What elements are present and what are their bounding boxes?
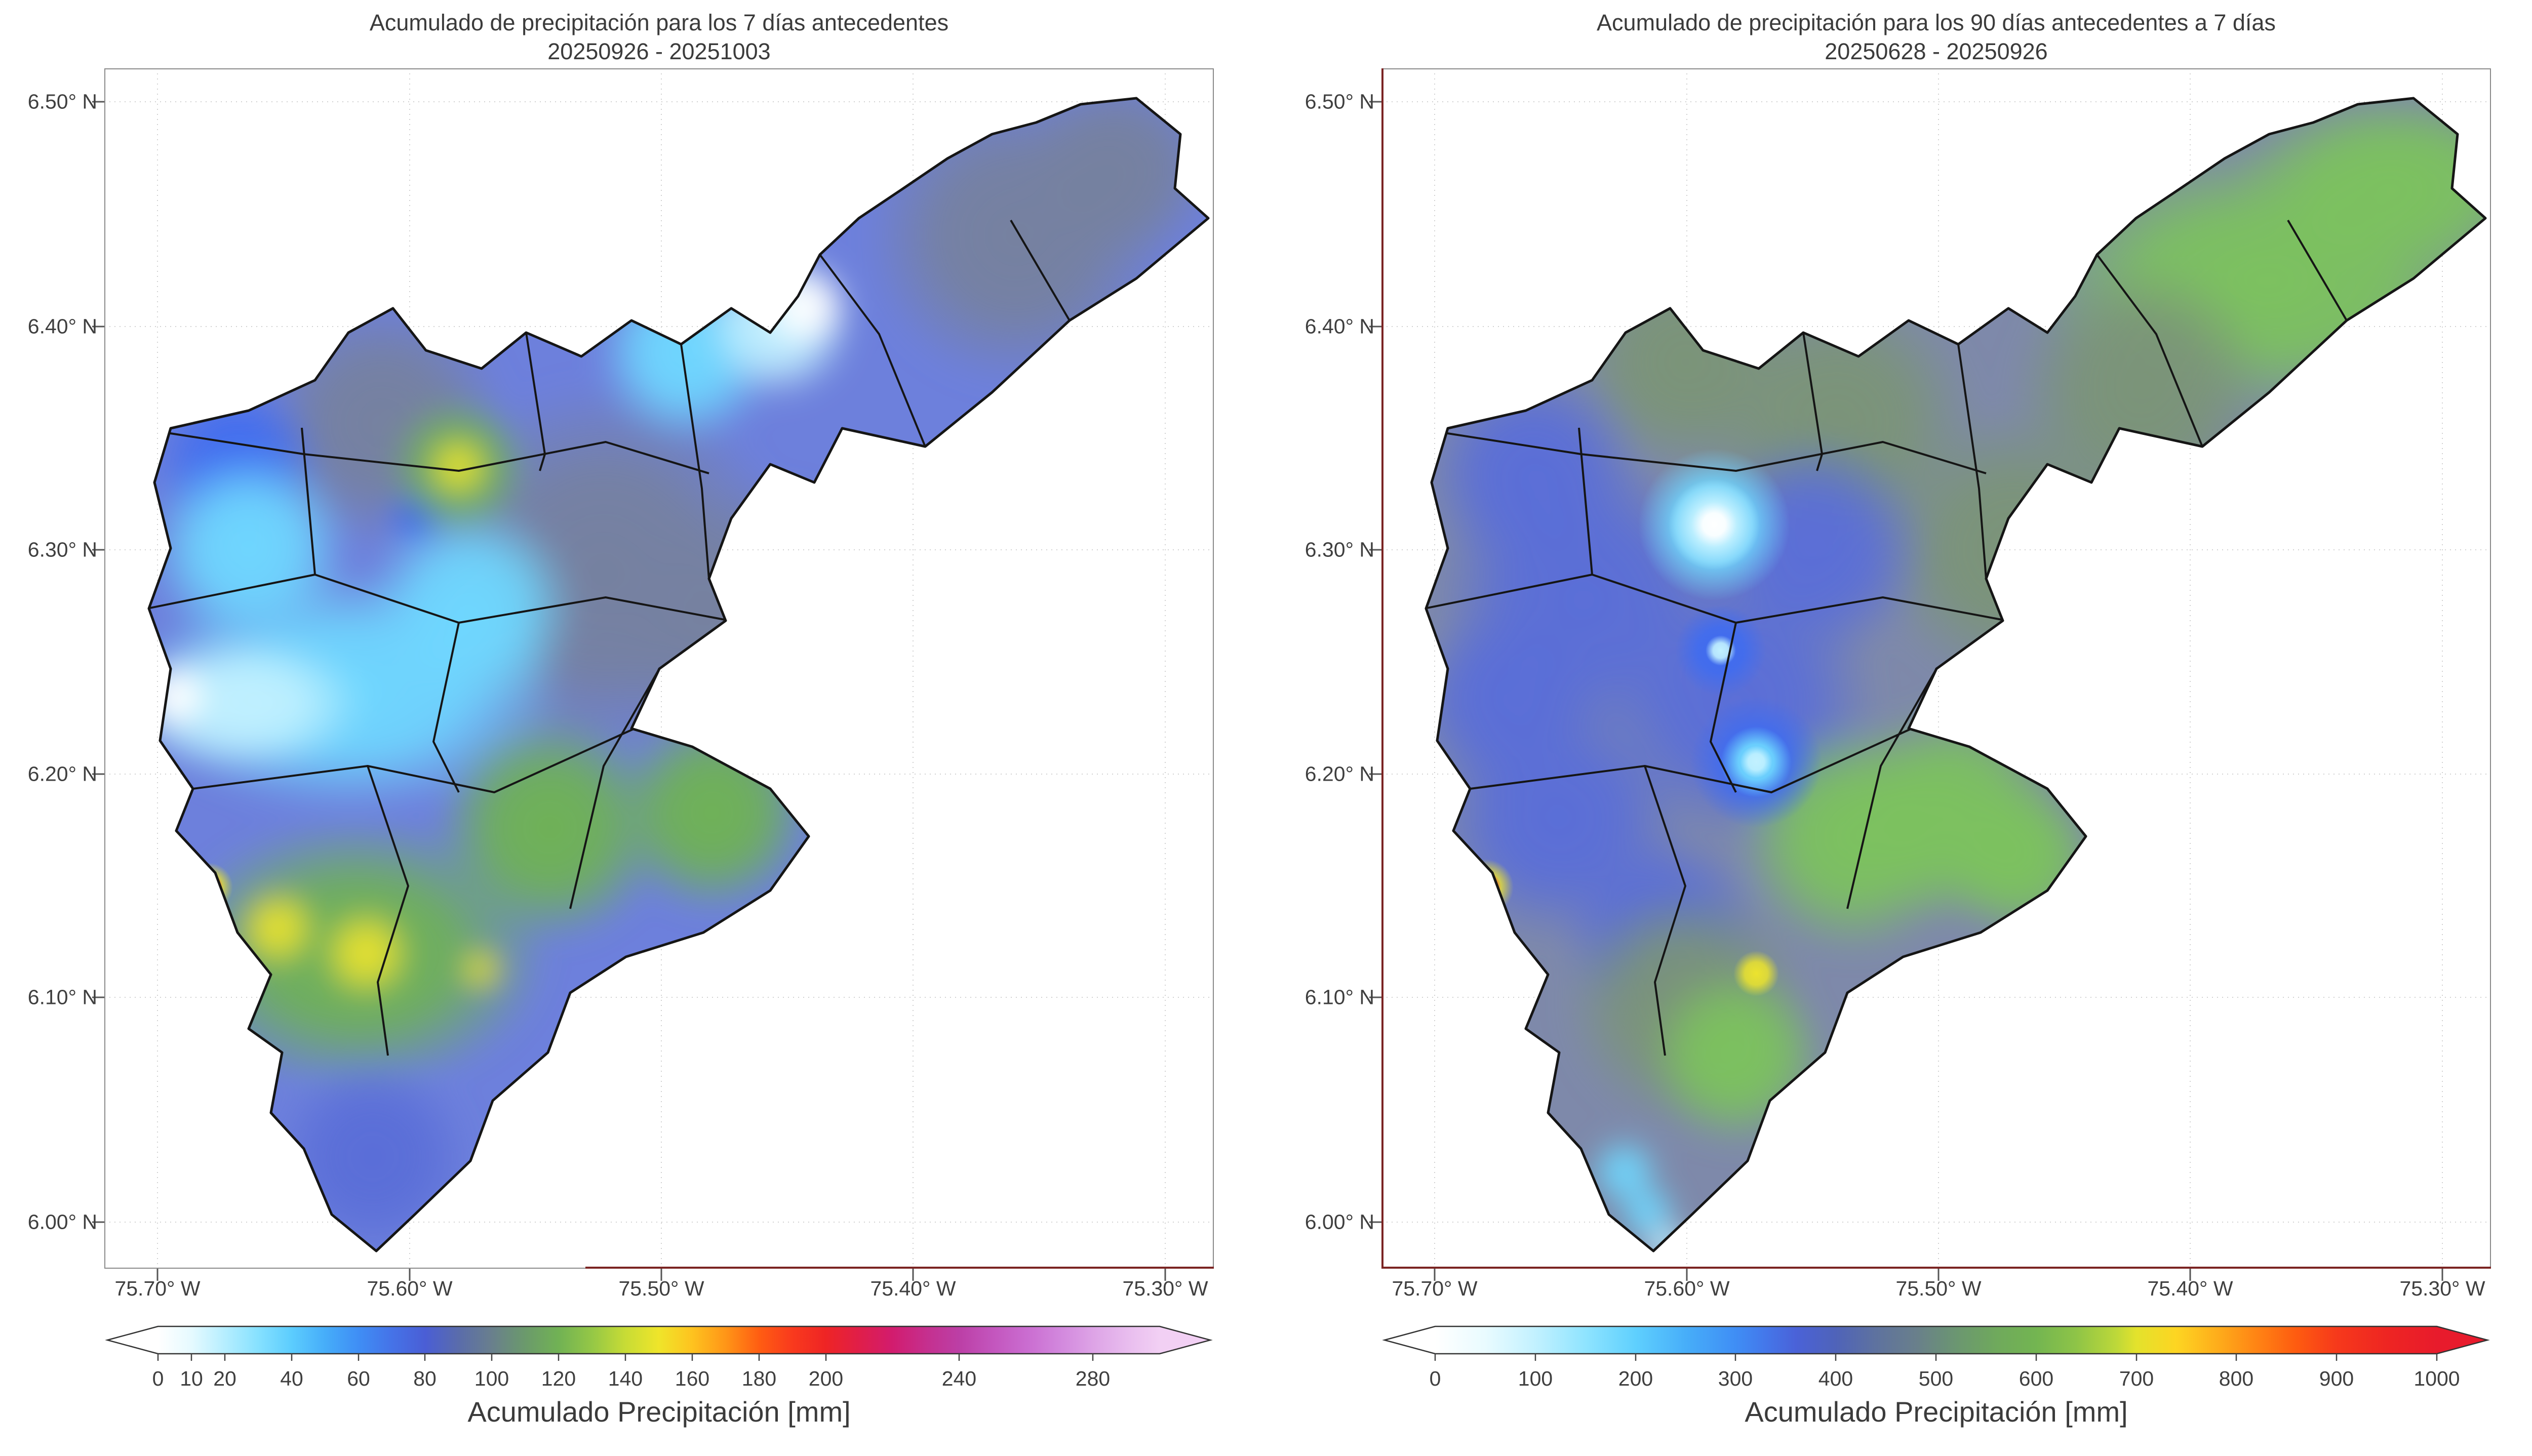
colorbar-tick-label: 180 bbox=[741, 1367, 777, 1390]
colorbar-tick-label: 0 bbox=[1429, 1367, 1441, 1390]
basin-outline bbox=[1425, 97, 2487, 1252]
colorbar-tick-label: 280 bbox=[1075, 1367, 1111, 1390]
colorbar-extend-max-arrow bbox=[1160, 1326, 1210, 1354]
y-tick-label: 6.30° N bbox=[27, 538, 97, 561]
panel-subtitle-dates: 20250926 - 20251003 bbox=[547, 38, 771, 64]
x-tick-label: 75.50° W bbox=[1895, 1277, 1982, 1300]
colorbar-tick-label: 0 bbox=[152, 1367, 164, 1390]
colorbar-tick-label: 10 bbox=[180, 1367, 203, 1390]
colorbar-tick-label: 400 bbox=[1818, 1367, 1853, 1390]
colorbar-tick-label: 240 bbox=[941, 1367, 977, 1390]
colorbar-gradient-bar bbox=[1435, 1326, 2437, 1354]
colorbar-tick-label: 800 bbox=[2219, 1367, 2254, 1390]
y-tick-label: 6.10° N bbox=[27, 985, 97, 1009]
colorbar-tick-label: 20 bbox=[213, 1367, 236, 1390]
panel-subtitle-dates: 20250628 - 20250926 bbox=[1825, 38, 2048, 64]
map-90day bbox=[1369, 68, 2491, 1281]
colorbar-extend-max-arrow bbox=[2437, 1326, 2487, 1354]
colorbar-tick-marks bbox=[157, 1354, 1094, 1361]
y-tick-label: 6.30° N bbox=[1304, 538, 1374, 561]
hotspot-red bbox=[194, 873, 223, 901]
x-tick-label: 75.40° W bbox=[870, 1277, 956, 1300]
colorbar-tick-label: 1000 bbox=[2414, 1367, 2460, 1390]
colorbar-tick-label: 900 bbox=[2319, 1367, 2354, 1390]
colorbar-tick-label: 100 bbox=[474, 1367, 509, 1390]
x-tick-label: 75.30° W bbox=[2399, 1277, 2485, 1300]
colorbar-gradient-bar bbox=[158, 1326, 1160, 1354]
colorbar-tick-label: 300 bbox=[1718, 1367, 1753, 1390]
colorbar-tick-label: 140 bbox=[608, 1367, 643, 1390]
y-tick-label: 6.10° N bbox=[1304, 985, 1374, 1009]
colorbar-tick-label: 100 bbox=[1518, 1367, 1553, 1390]
panel-precip-90day: Acumulado de precipitación para los 90 d… bbox=[1277, 0, 2532, 1456]
colorbar-tick-label: 120 bbox=[541, 1367, 576, 1390]
y-tick-label: 6.20° N bbox=[27, 762, 97, 786]
x-tick-label: 75.60° W bbox=[1644, 1277, 1730, 1300]
panel-title-line1: Acumulado de precipitación para los 7 dí… bbox=[369, 10, 949, 35]
x-tick-label: 75.60° W bbox=[367, 1277, 453, 1300]
panel-title-7day: Acumulado de precipitación para los 7 dí… bbox=[104, 8, 1214, 66]
colorbar-tick-label: 200 bbox=[1618, 1367, 1653, 1390]
y-tick-label: 6.50° N bbox=[1304, 90, 1374, 113]
colorbar-tick-label: 700 bbox=[2119, 1367, 2154, 1390]
precip-raster-90day bbox=[1426, 98, 2485, 1251]
municipal-boundaries bbox=[149, 219, 1071, 1056]
colorbar-extend-min-arrow bbox=[107, 1326, 158, 1354]
axis-tick-marks bbox=[1369, 101, 2443, 1281]
x-tick-label: 75.70° W bbox=[1392, 1277, 1478, 1300]
colorbar-tick-label: 80 bbox=[413, 1367, 437, 1390]
x-tick-label: 75.30° W bbox=[1122, 1277, 1208, 1300]
panel-title-90day: Acumulado de precipitación para los 90 d… bbox=[1381, 8, 2491, 66]
panel-title-line1: Acumulado de precipitación para los 90 d… bbox=[1597, 10, 2276, 35]
colorbar-tick-label: 160 bbox=[675, 1367, 710, 1390]
colorbar-tick-marks bbox=[1434, 1354, 2438, 1361]
colorbar-extend-min-arrow bbox=[1384, 1326, 1435, 1354]
colorbar-tick-label: 600 bbox=[2019, 1367, 2054, 1390]
colorbar-tick-label: 500 bbox=[1918, 1367, 1954, 1390]
municipal-boundaries bbox=[1426, 219, 2348, 1056]
map-7day bbox=[92, 68, 1214, 1281]
y-tick-label: 6.50° N bbox=[27, 90, 97, 113]
axis-tick-marks bbox=[92, 101, 1166, 1281]
colorbar-tick-label: 60 bbox=[347, 1367, 370, 1390]
x-tick-label: 75.70° W bbox=[114, 1277, 201, 1300]
y-tick-label: 6.00° N bbox=[27, 1210, 97, 1234]
colorbar-axis-label: Acumulado Precipitación [mm] bbox=[1745, 1396, 2128, 1428]
colorbar-90day bbox=[1382, 1325, 2490, 1361]
colorbar-axis-label: Acumulado Precipitación [mm] bbox=[467, 1396, 851, 1428]
x-tick-label: 75.40° W bbox=[2147, 1277, 2233, 1300]
y-tick-label: 6.20° N bbox=[1304, 762, 1374, 786]
colorbar-tick-label: 40 bbox=[280, 1367, 303, 1390]
y-tick-label: 6.00° N bbox=[1304, 1210, 1374, 1234]
colorbar-7day bbox=[105, 1325, 1213, 1361]
y-tick-label: 6.40° N bbox=[1304, 314, 1374, 338]
panel-precip-7day: Acumulado de precipitación para los 7 dí… bbox=[27, 8, 1214, 1428]
colorbar-tick-label: 200 bbox=[808, 1367, 844, 1390]
basin-outline bbox=[147, 97, 1210, 1252]
x-tick-label: 75.50° W bbox=[618, 1277, 704, 1300]
y-tick-label: 6.40° N bbox=[27, 314, 97, 338]
